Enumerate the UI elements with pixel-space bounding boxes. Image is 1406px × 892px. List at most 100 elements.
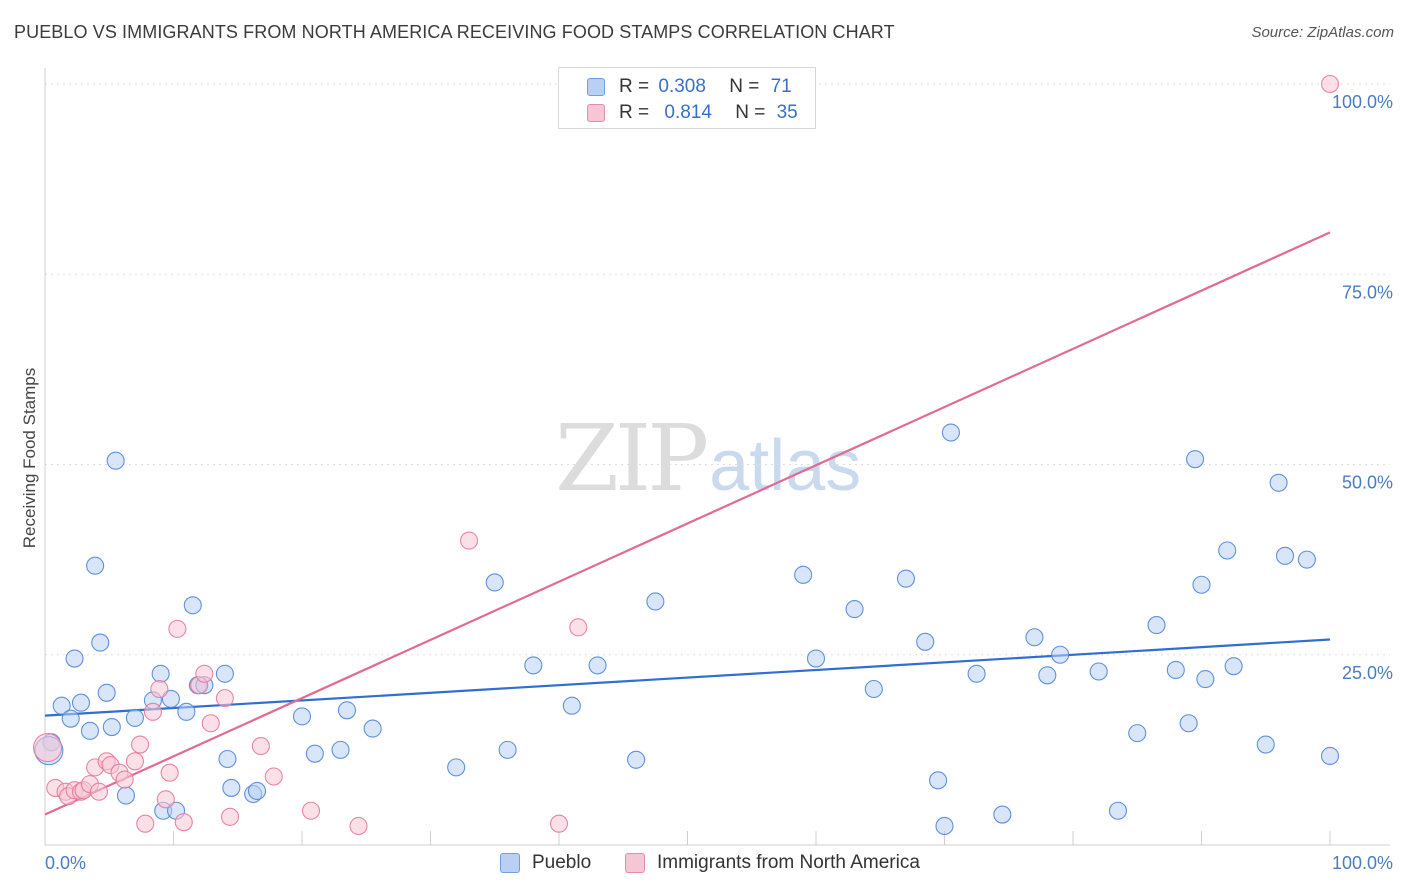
point-pueblo: [1320, 746, 1340, 766]
point-immigrants: [143, 702, 162, 721]
point-pueblo: [71, 693, 91, 712]
point-pueblo: [588, 656, 607, 675]
chart-title: PUEBLO VS IMMIGRANTS FROM NORTH AMERICA …: [14, 22, 895, 42]
point-pueblo: [1166, 660, 1185, 680]
point-pueblo: [1179, 714, 1198, 733]
point-pueblo: [116, 786, 136, 805]
point-pueblo: [222, 778, 241, 797]
point-immigrants: [220, 807, 240, 826]
point-pueblo: [80, 721, 100, 740]
bottom-legend-label-pueblo: Pueblo: [532, 852, 592, 873]
point-pueblo: [305, 744, 324, 763]
legend-swatch-immigrants: [587, 104, 605, 122]
point-immigrants: [156, 790, 175, 809]
legend-n-value: 35: [776, 102, 798, 123]
legend-n-label: N =: [735, 102, 766, 123]
trend-line-pueblo: [44, 638, 1331, 717]
point-immigrants: [349, 816, 368, 836]
bottom-legend-swatch-immigrants: [625, 853, 645, 873]
point-pueblo: [1128, 724, 1147, 743]
point-pueblo: [337, 701, 357, 720]
point-pueblo: [1025, 628, 1044, 647]
point-pueblo: [1038, 666, 1057, 685]
point-pueblo: [646, 592, 665, 611]
point-pueblo: [993, 805, 1012, 824]
point-immigrants: [115, 770, 134, 789]
legend-text-pueblo: R = 0.308 N = 71: [619, 76, 792, 98]
point-pueblo: [106, 451, 125, 470]
point-pueblo: [363, 719, 382, 738]
point-immigrants: [168, 619, 187, 638]
legend-text-immigrants: R = 0.814 N = 35: [619, 102, 798, 124]
point-pueblo: [151, 664, 170, 683]
point-pueblo: [183, 596, 202, 615]
legend-r-value: 0.814: [664, 102, 712, 123]
point-pueblo: [65, 649, 84, 668]
point-pueblo: [247, 781, 267, 801]
y-tick-label: 100.0%: [1332, 92, 1393, 112]
point-pueblo: [1275, 546, 1295, 565]
bottom-legend-swatch-pueblo: [500, 853, 520, 873]
point-pueblo: [1218, 541, 1237, 560]
legend: R = 0.308 N = 71 R = 0.814 N = 35: [558, 67, 816, 129]
point-immigrants: [136, 814, 155, 833]
point-pueblo: [91, 633, 110, 652]
point-pueblo: [52, 696, 71, 715]
point-pueblo: [916, 632, 935, 651]
point-pueblo: [498, 740, 517, 759]
point-pueblo: [215, 664, 234, 683]
point-immigrants: [131, 735, 150, 754]
point-pueblo: [941, 423, 960, 442]
bottom-legend-label-immigrants: Immigrants from North America: [657, 852, 920, 873]
point-pueblo: [794, 565, 813, 584]
point-pueblo: [845, 600, 864, 619]
point-immigrants: [195, 664, 214, 683]
point-pueblo: [161, 689, 180, 708]
point-pueblo: [967, 664, 986, 683]
point-pueblo: [1297, 550, 1316, 569]
tick-labels: 25.0% 50.0% 75.0% 100.0% 0.0% 100.0%: [45, 92, 1393, 873]
point-pueblo: [1108, 801, 1128, 820]
trend-lines: [44, 231, 1331, 816]
point-immigrants: [251, 737, 270, 756]
source-credit: Source: ZipAtlas.com: [1251, 24, 1394, 41]
point-immigrants: [459, 531, 479, 550]
point-pueblo: [864, 679, 883, 699]
point-pueblo: [292, 707, 312, 726]
legend-r-label: R =: [619, 102, 650, 123]
point-pueblo: [331, 740, 350, 759]
point-pueblo: [102, 717, 121, 737]
grid-lines: [45, 83, 1390, 656]
point-immigrants: [301, 801, 321, 820]
legend-n-label: N =: [729, 76, 760, 97]
legend-swatch-pueblo: [587, 78, 605, 96]
point-immigrants: [33, 733, 63, 763]
point-immigrants: [215, 689, 234, 708]
point-immigrants: [1320, 74, 1340, 94]
legend-r-label: R =: [619, 76, 650, 97]
point-immigrants: [150, 679, 169, 699]
x-tick-label: 0.0%: [45, 853, 86, 873]
point-pueblo: [97, 683, 116, 702]
y-tick-label: 25.0%: [1342, 663, 1393, 683]
point-immigrants: [89, 782, 109, 801]
point-immigrants: [174, 813, 193, 832]
data-points: [33, 74, 1340, 836]
point-pueblo: [627, 750, 646, 769]
point-immigrants: [125, 752, 144, 771]
legend-n-value: 71: [770, 76, 792, 97]
point-pueblo: [1147, 616, 1166, 635]
y-tick-label: 50.0%: [1342, 473, 1393, 493]
point-immigrants: [264, 767, 283, 786]
point-immigrants: [160, 763, 179, 782]
point-pueblo: [896, 569, 916, 588]
point-pueblo: [218, 749, 237, 769]
point-pueblo: [935, 816, 954, 836]
point-pueblo: [524, 656, 543, 675]
point-immigrants: [549, 814, 569, 833]
point-pueblo: [1196, 670, 1215, 689]
point-pueblo: [929, 771, 948, 790]
point-pueblo: [61, 709, 80, 728]
point-pueblo: [562, 696, 581, 715]
